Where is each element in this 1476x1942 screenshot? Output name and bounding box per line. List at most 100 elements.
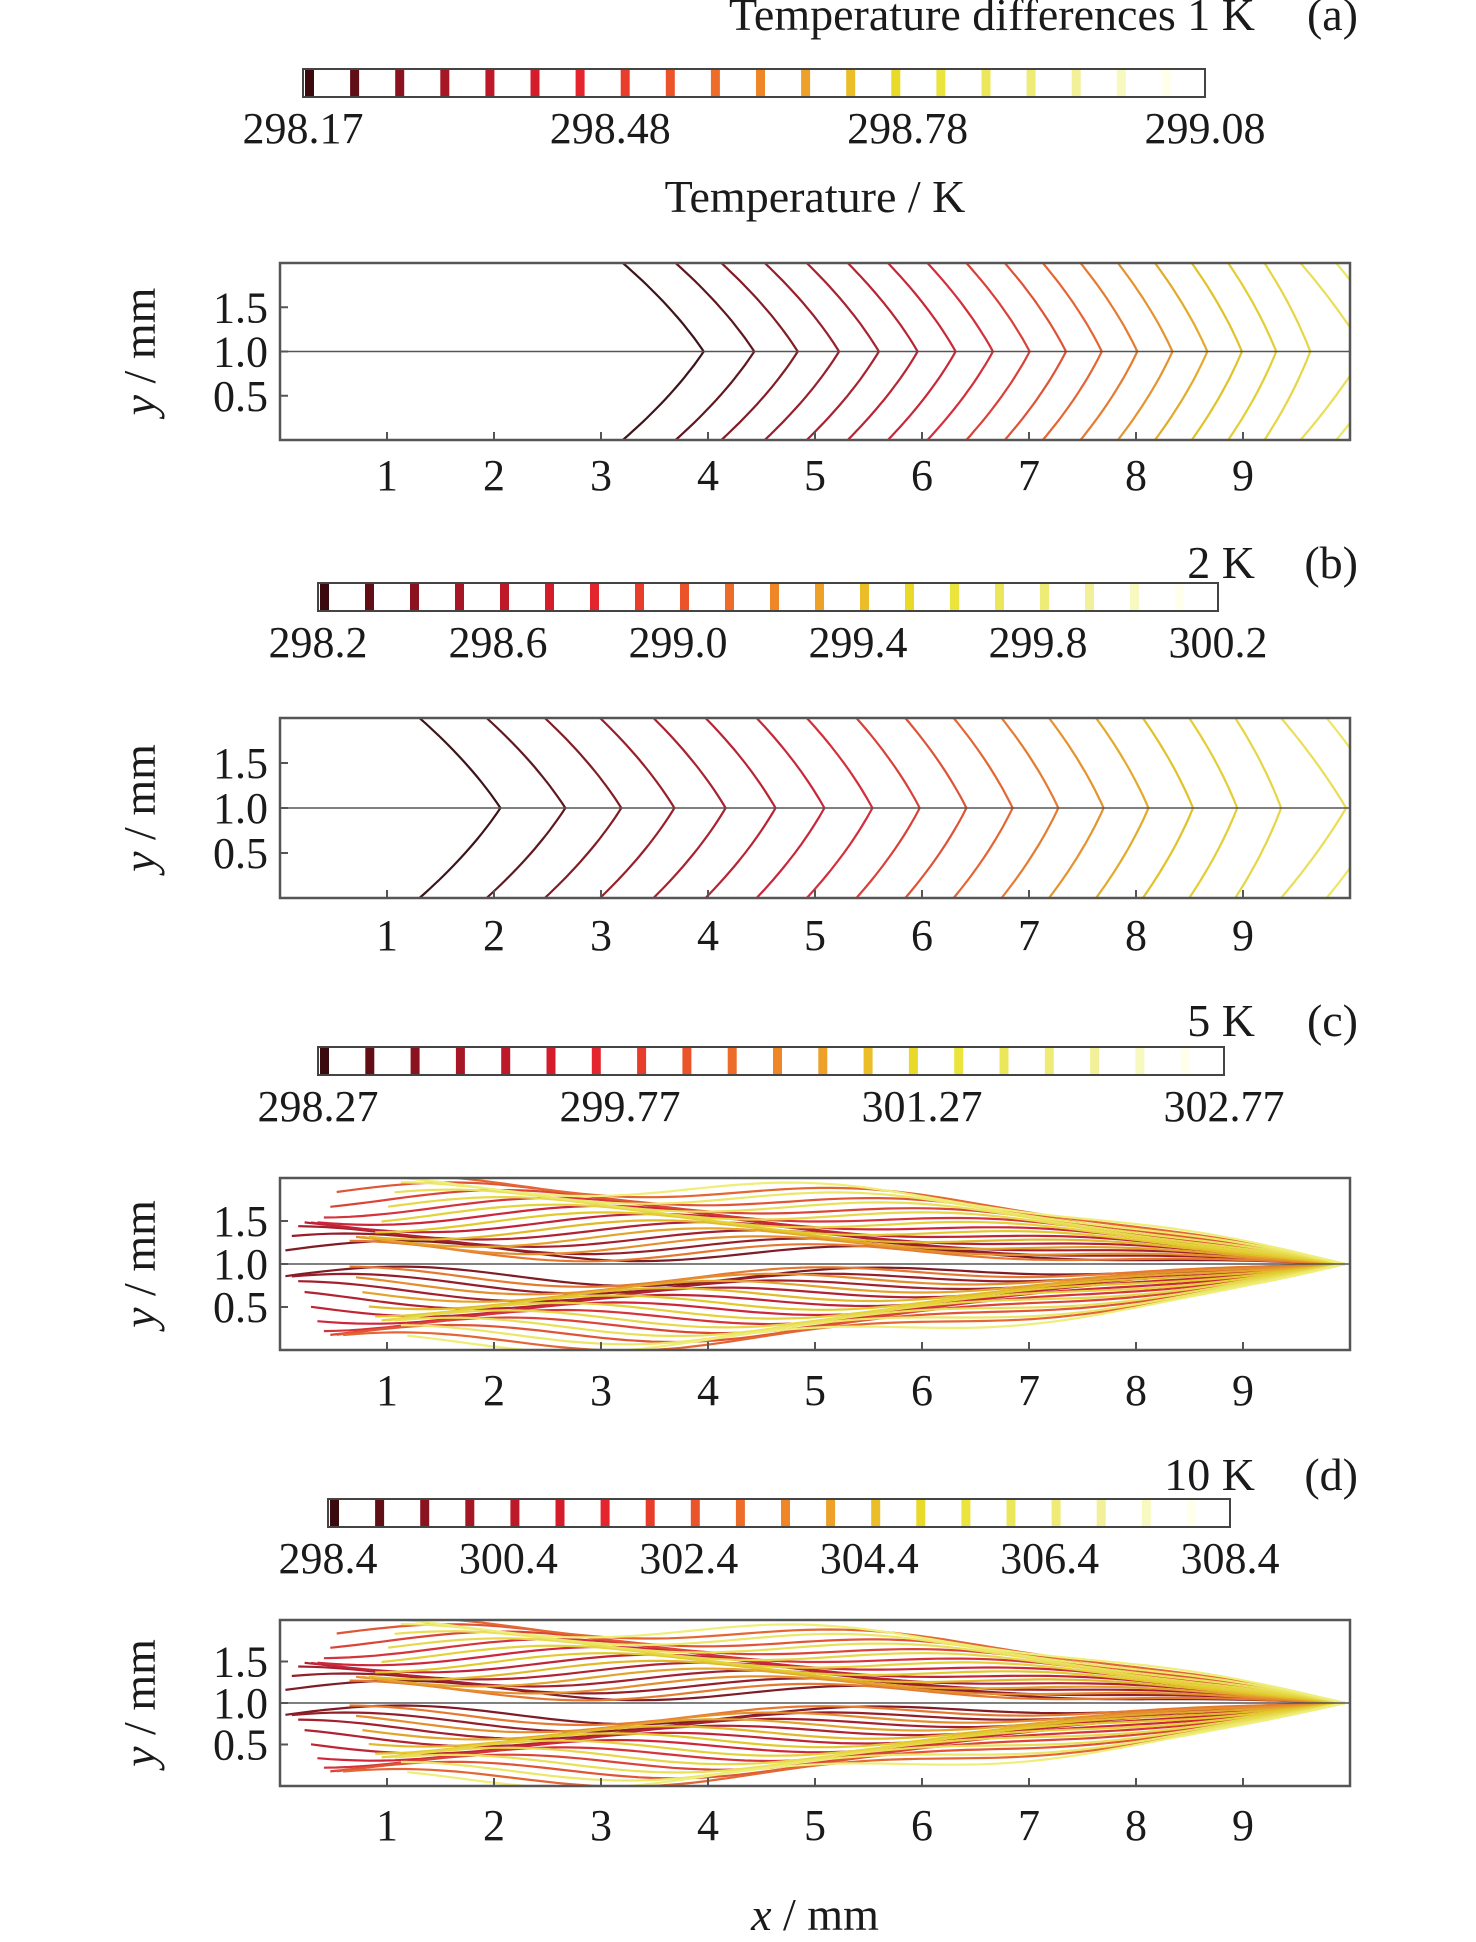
- colorbar-level: [863, 1048, 873, 1074]
- colorbar-level: [961, 1500, 971, 1526]
- colorbar-level: [891, 70, 901, 96]
- colorbar-level: [500, 584, 509, 610]
- colorbar-level: [905, 584, 914, 610]
- colorbar-level: [1040, 584, 1049, 610]
- colorbar-tick-label: 306.4: [1000, 1534, 1099, 1583]
- colorbar-level: [801, 70, 811, 96]
- colorbar-level: [999, 1048, 1009, 1074]
- x-tick-label: 8: [1125, 1801, 1147, 1850]
- colorbar-tick-label: 298.17: [243, 104, 364, 153]
- contour-line: [343, 1620, 1345, 1705]
- contour-line: [330, 1262, 1345, 1336]
- colorbar-level: [395, 70, 405, 96]
- colorbar: 298.4 300.4 302.4 304.4 306.4 308.4: [279, 1498, 1280, 1583]
- x-tick-label: 5: [804, 1801, 826, 1850]
- colorbar-level: [410, 1048, 420, 1074]
- y-tick-label: 1.0: [213, 1240, 268, 1289]
- colorbar-tick-label: 299.8: [989, 618, 1088, 667]
- colorbar-level: [590, 584, 599, 610]
- colorbar-level: [710, 70, 720, 96]
- x-tick-label: 8: [1125, 1366, 1147, 1415]
- contour-line: [336, 1623, 1345, 1705]
- colorbar-level: [770, 584, 779, 610]
- contour-lines: [285, 1620, 1345, 1786]
- contour-line: [355, 1701, 1345, 1734]
- colorbar-tick-label: 302.4: [639, 1534, 738, 1583]
- contour-line: [368, 1659, 1345, 1705]
- x-tick-label: 5: [804, 1366, 826, 1415]
- contour-line: [362, 1262, 1345, 1303]
- x-tick-label: 1: [376, 911, 398, 960]
- x-tick-label: 6: [911, 451, 933, 500]
- contour-line: [336, 1181, 1345, 1266]
- x-tick-label: 7: [1018, 451, 1040, 500]
- colorbar-level: [981, 70, 991, 96]
- y-tick-label: 1.0: [213, 328, 268, 377]
- colorbar-tick-label: 302.77: [1164, 1082, 1285, 1131]
- colorbar-level: [365, 1048, 375, 1074]
- colorbar-level: [818, 1048, 828, 1074]
- colorbar-level: [871, 1500, 881, 1526]
- contour-line: [349, 1262, 1345, 1288]
- contour-line: [381, 1644, 1345, 1705]
- colorbar-level: [1051, 1500, 1061, 1526]
- panel-label: (b): [1304, 537, 1358, 588]
- x-axis-label: x / mm: [750, 1889, 879, 1940]
- x-tick-label: 8: [1125, 911, 1147, 960]
- colorbar-level: [420, 1500, 430, 1526]
- contour-line: [349, 1679, 1345, 1705]
- y-axis-label: y / mm: [114, 1639, 165, 1771]
- y-axis-label-unit: / mm: [114, 1639, 165, 1747]
- x-axis-label-unit: / mm: [772, 1889, 880, 1940]
- y-axis-label-var: y: [114, 394, 165, 419]
- colorbar-level: [756, 70, 765, 96]
- x-tick-label: 7: [1018, 1366, 1040, 1415]
- y-tick-label: 1.0: [213, 784, 268, 833]
- colorbar-level: [305, 70, 314, 96]
- colorbar-tick-label: 298.6: [449, 618, 548, 667]
- contour-line: [394, 1701, 1345, 1774]
- colorbar-tick-label: 299.77: [560, 1082, 681, 1131]
- colorbar-level: [600, 1500, 610, 1526]
- colorbar-level: [635, 584, 644, 610]
- y-tick-label: 1.5: [213, 739, 268, 788]
- contour-line: [375, 1262, 1345, 1318]
- colorbar-level: [690, 1500, 700, 1526]
- x-tick-label: 7: [1018, 1801, 1040, 1850]
- panel-d: 10 K (d) 298.4 300.4 302.4 304.4 306.4 308.4 1 2 3…: [114, 1449, 1358, 1850]
- colorbar-tick-label: 298.78: [847, 104, 968, 153]
- panel-label: (c): [1307, 995, 1358, 1046]
- colorbar-tick-label: 308.4: [1181, 1534, 1280, 1583]
- colorbar-level: [954, 1048, 964, 1074]
- x-tick-label: 3: [590, 451, 612, 500]
- contour-line: [381, 1701, 1345, 1759]
- colorbar-level: [620, 70, 630, 96]
- contour-line: [375, 1211, 1345, 1266]
- colorbar-tick-label: 300.4: [459, 1534, 558, 1583]
- x-tick-label: 9: [1232, 1366, 1254, 1415]
- y-tick-label: 0.5: [213, 372, 268, 421]
- colorbar-level: [846, 70, 856, 96]
- condition-label: 2 K: [1187, 537, 1255, 588]
- colorbar-level: [1096, 1500, 1106, 1526]
- colorbar-level: [1090, 1048, 1100, 1074]
- colorbar: 298.17 298.48 298.78 299.08 Temperature / K: [243, 68, 1266, 222]
- x-tick-label: 2: [483, 911, 505, 960]
- x-tick-label: 9: [1232, 451, 1254, 500]
- contour-line: [368, 1219, 1345, 1266]
- colorbar-tick-label: 299.4: [809, 618, 908, 667]
- colorbar-level: [781, 1500, 790, 1526]
- x-tick-label: 3: [590, 1801, 612, 1850]
- contour-line: [362, 1701, 1345, 1741]
- contour-line: [310, 1262, 1345, 1318]
- x-tick-label: 4: [697, 1801, 719, 1850]
- colorbar-frame: [317, 582, 1219, 612]
- contour-line: [375, 1652, 1345, 1705]
- colorbar-tick-label: 299.08: [1145, 104, 1266, 153]
- colorbar-level: [773, 1048, 782, 1074]
- colorbar-level: [860, 584, 869, 610]
- x-tick-label: 3: [590, 911, 612, 960]
- contour-line: [355, 1262, 1345, 1296]
- colorbar-level: [1116, 70, 1126, 96]
- contour-line: [387, 1262, 1345, 1329]
